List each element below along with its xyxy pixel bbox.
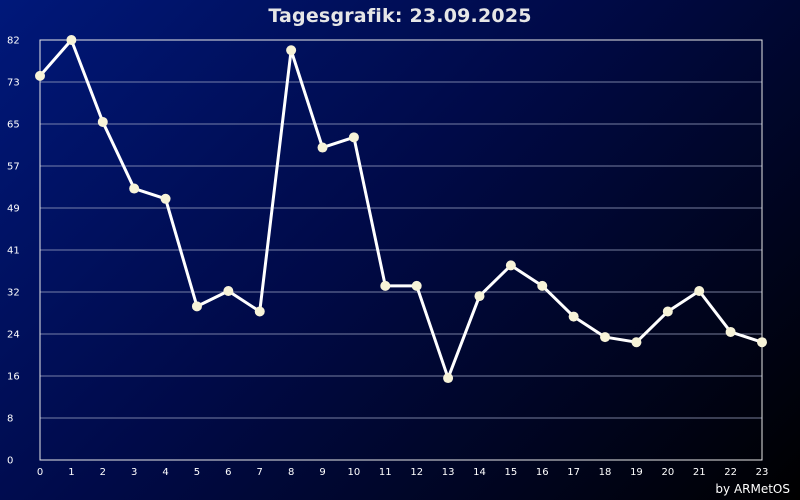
x-tick-label: 1: [68, 467, 74, 478]
x-tick-label: 9: [319, 467, 325, 478]
data-point: [474, 291, 485, 302]
data-point: [254, 306, 265, 317]
x-tick-label: 17: [567, 467, 580, 478]
data-point: [160, 193, 171, 204]
data-point: [317, 142, 328, 153]
x-tick-label: 23: [756, 467, 769, 478]
data-point: [568, 311, 579, 322]
x-tick-label: 21: [693, 467, 706, 478]
x-tick-label: 6: [225, 467, 231, 478]
data-point: [223, 285, 234, 296]
x-tick-label: 8: [288, 467, 294, 478]
x-tick-label: 18: [599, 467, 612, 478]
x-tick-label: 5: [194, 467, 200, 478]
y-tick-label: 57: [7, 162, 20, 173]
x-tick-label: 2: [100, 467, 106, 478]
x-tick-label: 16: [536, 467, 549, 478]
data-point: [443, 373, 454, 384]
x-tick-label: 12: [410, 467, 423, 478]
x-tick-label: 7: [257, 467, 263, 478]
y-tick-label: 8: [7, 414, 13, 425]
y-tick-label: 41: [7, 246, 20, 257]
x-tick-label: 14: [473, 467, 486, 478]
y-tick-label: 65: [7, 120, 20, 131]
y-axis-tick-labels: 0 8 16 24 32 41 49 57 65 73 82: [7, 36, 20, 467]
y-tick-label: 49: [7, 204, 20, 215]
data-point: [411, 280, 422, 291]
y-tick-label: 32: [7, 288, 20, 299]
x-tick-label: 13: [442, 467, 455, 478]
x-tick-label: 11: [379, 467, 392, 478]
data-point: [380, 280, 391, 291]
y-tick-label: 16: [7, 372, 20, 383]
series-line: [38, 38, 763, 380]
y-tick-label: 0: [7, 456, 13, 467]
x-tick-label: 20: [661, 467, 674, 478]
data-point: [694, 285, 705, 296]
grid-lines: [40, 81, 762, 419]
data-point: [66, 35, 77, 45]
data-point: [348, 132, 359, 143]
data-point: [97, 116, 108, 127]
data-point: [286, 45, 297, 56]
x-tick-label: 19: [630, 467, 643, 478]
x-tick-label: 10: [348, 467, 361, 478]
data-point: [191, 301, 202, 312]
x-tick-label: 22: [724, 467, 737, 478]
x-tick-label: 4: [162, 467, 168, 478]
data-point: [662, 306, 673, 317]
data-point: [600, 332, 611, 343]
chart-title: Tagesgrafik: 23.09.2025: [268, 5, 532, 27]
y-tick-label: 24: [7, 330, 20, 341]
y-tick-label: 73: [7, 78, 20, 89]
data-point: [537, 280, 548, 291]
credit-label: by ARMetOS: [715, 482, 790, 496]
x-tick-label: 0: [37, 467, 43, 478]
data-point: [35, 70, 45, 81]
data-point: [757, 337, 767, 348]
x-axis-tick-labels: 0 1 2 3 4 5 6 7 8 9 10 11 12 13 14 15 16 17 18 19 20 21 22 23: [37, 467, 769, 478]
x-tick-label: 3: [131, 467, 137, 478]
data-point: [505, 260, 516, 271]
data-point: [631, 337, 642, 348]
data-point: [129, 183, 140, 194]
y-tick-label: 82: [7, 36, 20, 47]
plot-frame: [39, 39, 763, 461]
data-point: [725, 326, 736, 337]
data-series: [35, 35, 767, 384]
x-tick-label: 15: [505, 467, 518, 478]
